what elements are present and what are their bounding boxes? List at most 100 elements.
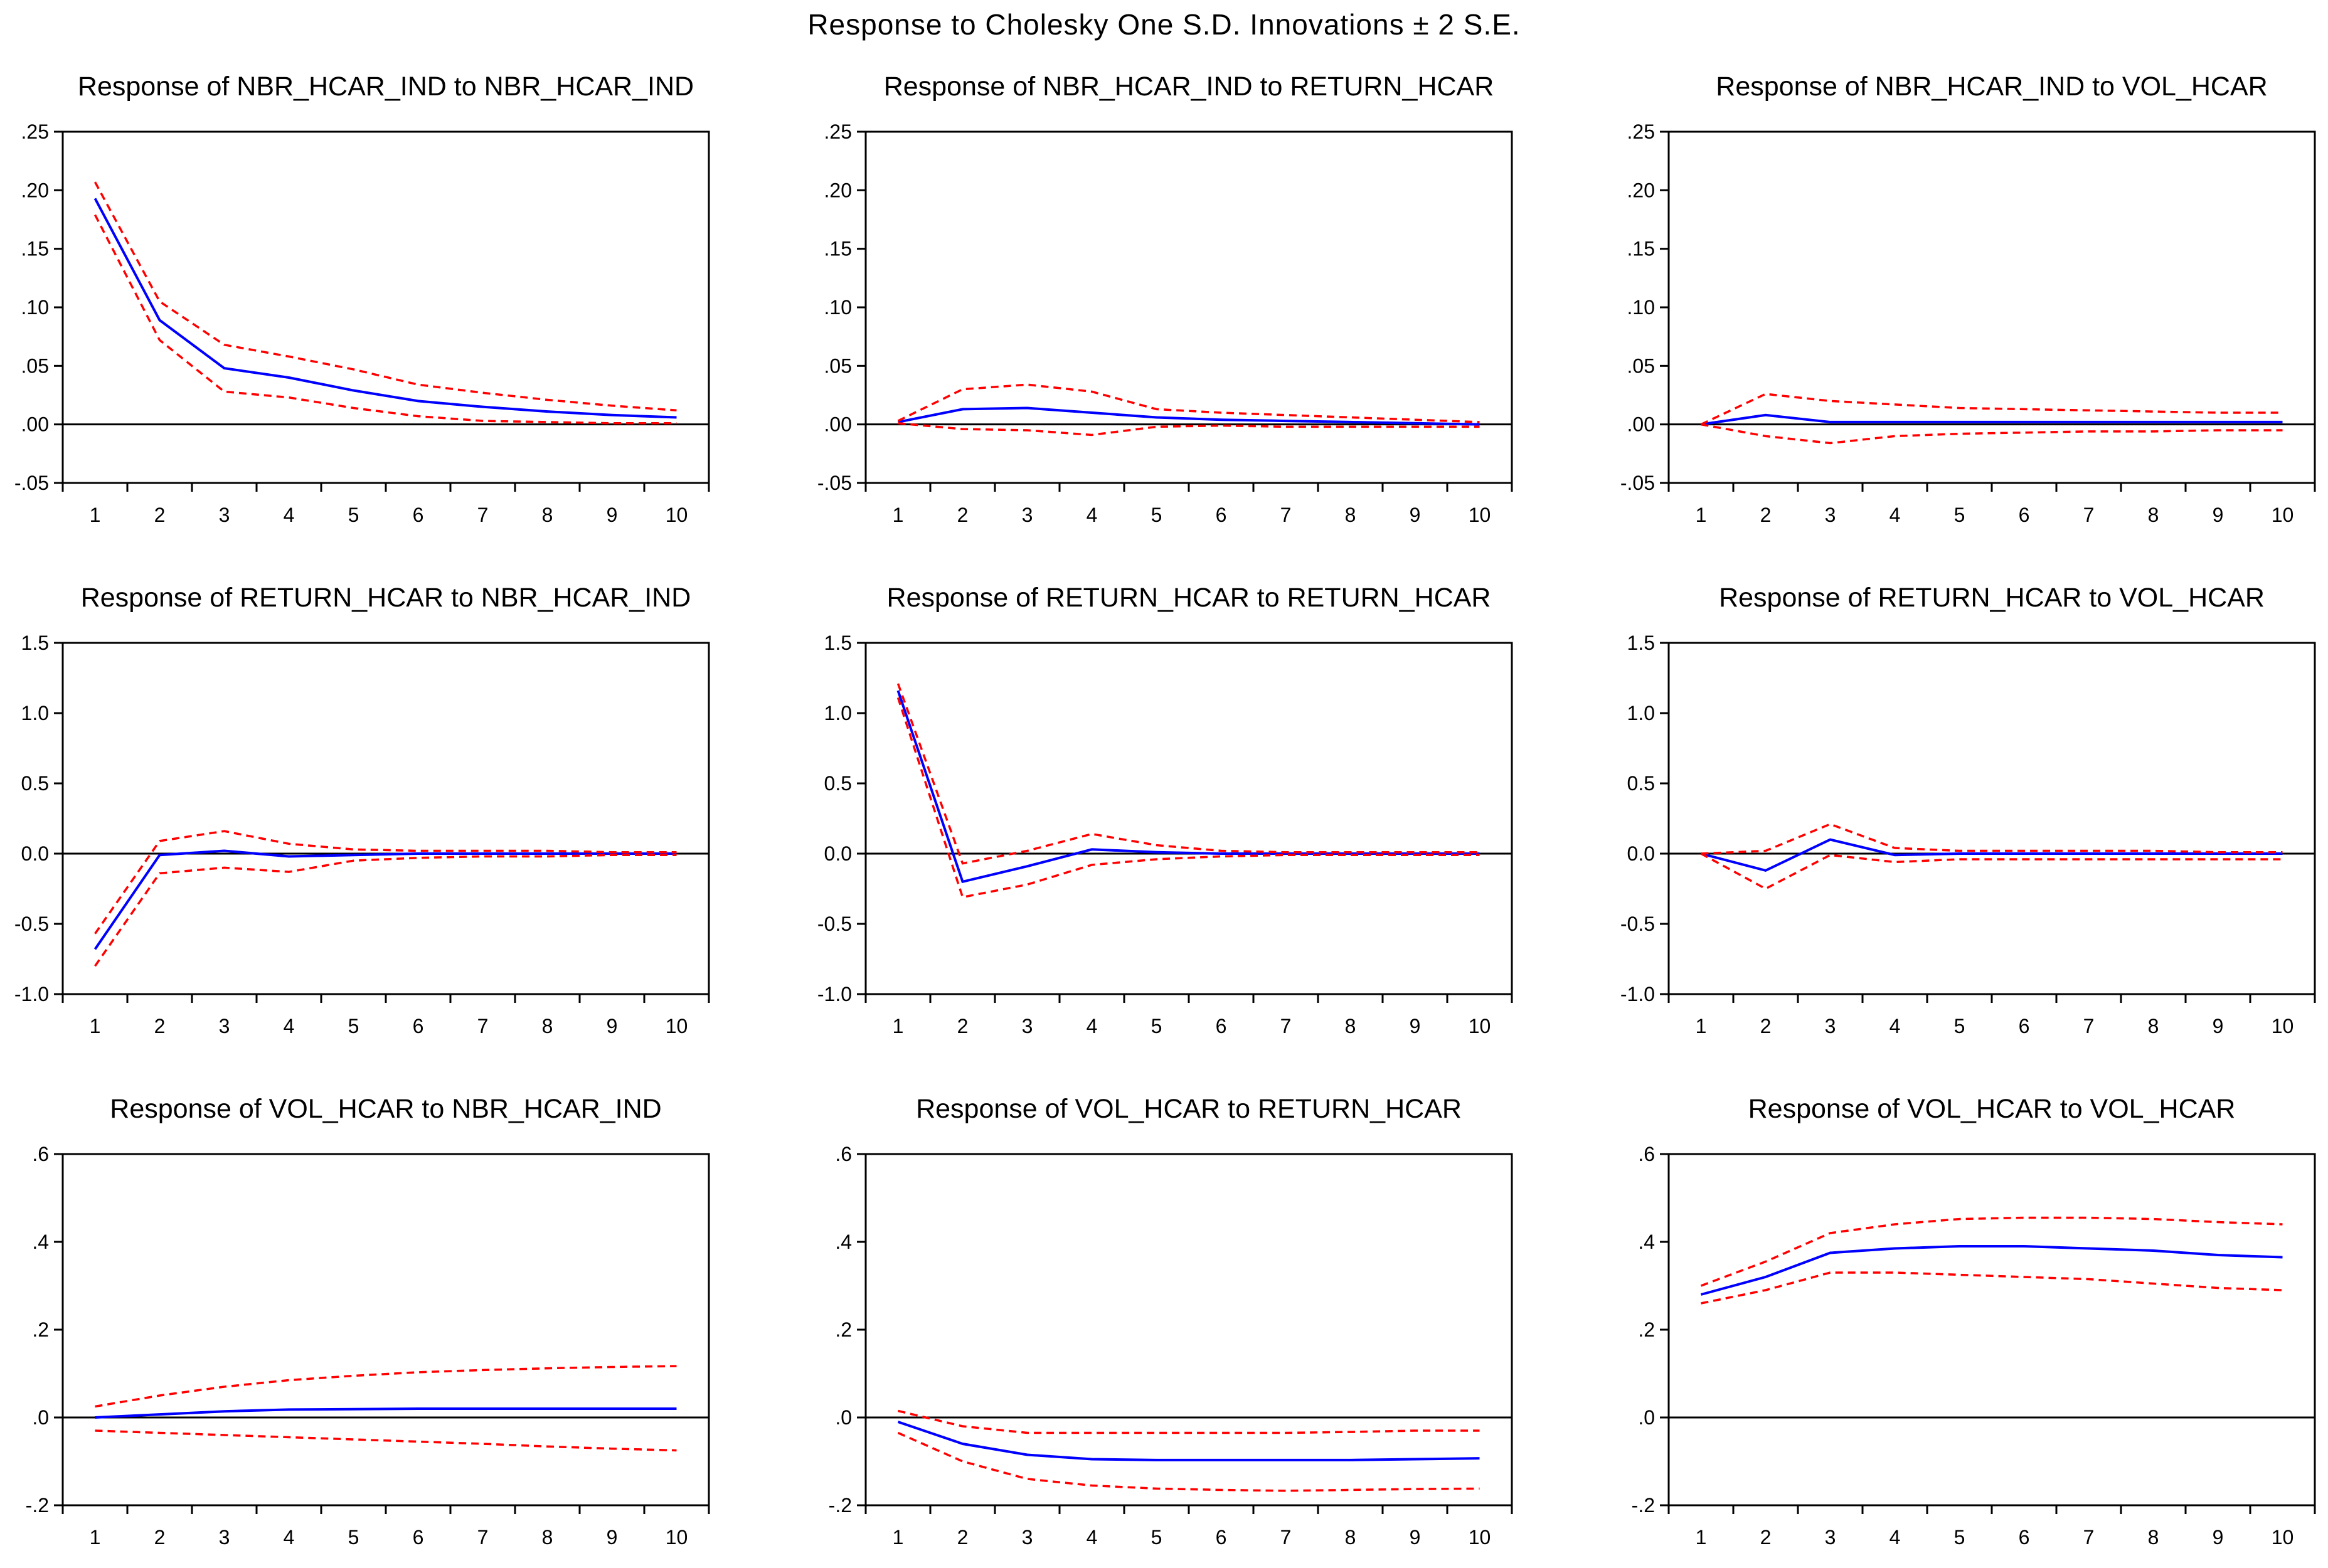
x-tick-label: 1: [1696, 1526, 1707, 1549]
y-tick-label: .20: [21, 179, 49, 201]
x-tick-label: 5: [1151, 504, 1162, 526]
y-tick-label: 0.5: [1627, 772, 1655, 795]
x-tick-label: 9: [607, 1015, 618, 1037]
x-tick-label: 2: [957, 1526, 969, 1549]
x-tick-label: 10: [666, 1526, 688, 1549]
x-tick-label: 2: [1760, 1015, 1772, 1037]
response-line: [896, 690, 1480, 884]
x-tick-label: 10: [666, 504, 688, 526]
chart-panel: Response of NBR_HCAR_IND to NBR_HCAR_IND…: [14, 72, 710, 526]
x-tick-label: 6: [2019, 1015, 2030, 1037]
y-tick-label: .2: [32, 1318, 49, 1341]
plot-frame: [61, 1153, 710, 1507]
x-tick-label: 6: [413, 1015, 424, 1037]
x-tick-label: 4: [1087, 1526, 1098, 1549]
y-tick-label: 1.0: [21, 702, 49, 724]
plot-frame: [61, 642, 710, 995]
x-tick-label: 2: [1760, 504, 1772, 526]
x-tick-label: 2: [957, 504, 969, 526]
x-tick-label: 5: [1954, 1526, 1965, 1549]
x-tick-label: 10: [2272, 1526, 2294, 1549]
x-tick-label: 3: [1022, 1015, 1033, 1037]
x-tick-label: 10: [1469, 1526, 1491, 1549]
x-tick-label: 8: [2148, 504, 2159, 526]
x-tick-label: 10: [2272, 1015, 2294, 1037]
x-tick-label: 3: [1022, 504, 1033, 526]
x-tick-label: 3: [1825, 1015, 1836, 1037]
x-tick-label: 4: [1890, 1526, 1901, 1549]
upper-band-line: [1700, 393, 2283, 426]
response-line: [93, 849, 677, 950]
y-tick-label: 1.5: [1627, 632, 1655, 654]
chart-panel: Response of RETURN_HCAR to VOL_HCAR 1.5 1.…: [1620, 583, 2316, 1037]
y-tick-label: .25: [1627, 120, 1655, 143]
figure-title: Response to Cholesky One S.D. Innovation…: [807, 8, 1521, 41]
y-tick-label: .05: [824, 354, 852, 377]
chart-title: Response of VOL_HCAR to VOL_HCAR: [1748, 1094, 2236, 1124]
x-tick-label: 8: [1345, 504, 1356, 526]
y-tick-label: .05: [1627, 354, 1655, 377]
y-tick-label: .10: [824, 296, 852, 319]
chart-title: Response of NBR_HCAR_IND to NBR_HCAR_IND: [78, 72, 694, 102]
x-tick-label: 2: [957, 1015, 969, 1037]
y-tick-label: .25: [21, 120, 49, 143]
lower-band-line: [1700, 852, 2283, 890]
y-tick-label: 0.0: [21, 842, 49, 865]
y-tick-label: .15: [824, 238, 852, 260]
upper-band-line: [896, 683, 1480, 865]
lower-band-line: [898, 422, 1480, 437]
y-tick-label: .4: [835, 1231, 852, 1253]
x-tick-label: 10: [2272, 504, 2294, 526]
x-tick-label: 3: [219, 1526, 230, 1549]
response-line: [1700, 1245, 2283, 1296]
y-tick-label: .2: [835, 1318, 852, 1341]
chart-panel: Response of VOL_HCAR to VOL_HCAR .6 .4 .2 .0…: [1632, 1094, 2316, 1549]
x-tick-label: 6: [2019, 504, 2030, 526]
y-tick-label: -1.0: [817, 983, 852, 1005]
y-tick-label: .6: [835, 1143, 852, 1165]
x-tick-label: 4: [284, 1526, 295, 1549]
upper-band-line: [93, 181, 677, 412]
y-tick-label: -1.0: [1620, 983, 1655, 1005]
y-tick-label: .10: [21, 296, 49, 319]
x-tick-label: 1: [1696, 1015, 1707, 1037]
x-tick-label: 1: [1696, 504, 1707, 526]
x-tick-label: 5: [348, 504, 359, 526]
x-tick-label: 9: [1410, 1015, 1421, 1037]
x-tick-label: 5: [348, 1015, 359, 1037]
plot-frame: [61, 130, 710, 484]
x-tick-label: 6: [1216, 504, 1227, 526]
x-tick-label: 7: [1280, 1015, 1292, 1037]
x-tick-label: 10: [666, 1015, 688, 1037]
lower-band-line: [94, 854, 677, 967]
y-tick-label: .25: [824, 120, 852, 143]
x-tick-label: 6: [1216, 1526, 1227, 1549]
chart-panel: Response of NBR_HCAR_IND to RETURN_HCAR.…: [817, 72, 1513, 526]
response-line: [93, 198, 677, 419]
x-tick-label: 3: [1022, 1526, 1033, 1549]
x-tick-label: 6: [413, 504, 424, 526]
x-tick-label: 8: [542, 504, 553, 526]
upper-band-line: [897, 383, 1480, 423]
y-tick-label: .0: [1638, 1406, 1655, 1429]
y-tick-label: -.05: [14, 472, 49, 494]
x-tick-label: 1: [893, 1526, 904, 1549]
chart-title: Response of NBR_HCAR_IND to VOL_HCAR: [1716, 72, 2267, 102]
x-tick-label: 9: [1410, 504, 1421, 526]
plot-frame: [1667, 1153, 2316, 1507]
x-tick-label: 7: [1280, 504, 1292, 526]
chart-panel: Response of RETURN_HCAR to NBR_HCAR_IND 1…: [14, 583, 710, 1037]
response-line: [95, 1407, 677, 1419]
chart-title: Response of VOL_HCAR to RETURN_HCAR: [916, 1094, 1462, 1124]
x-tick-label: 8: [1345, 1015, 1356, 1037]
x-tick-label: 9: [607, 504, 618, 526]
upper-band-line: [94, 830, 677, 935]
x-tick-label: 8: [542, 1015, 553, 1037]
y-tick-label: -.2: [26, 1494, 49, 1517]
chart-title: Response of RETURN_HCAR to RETURN_HCAR: [887, 583, 1491, 613]
y-tick-label: 0.0: [1627, 842, 1655, 865]
upper-band-line: [898, 1409, 1480, 1434]
y-tick-label: .4: [1638, 1231, 1655, 1253]
x-tick-label: 3: [1825, 504, 1836, 526]
y-tick-label: .0: [835, 1406, 852, 1429]
